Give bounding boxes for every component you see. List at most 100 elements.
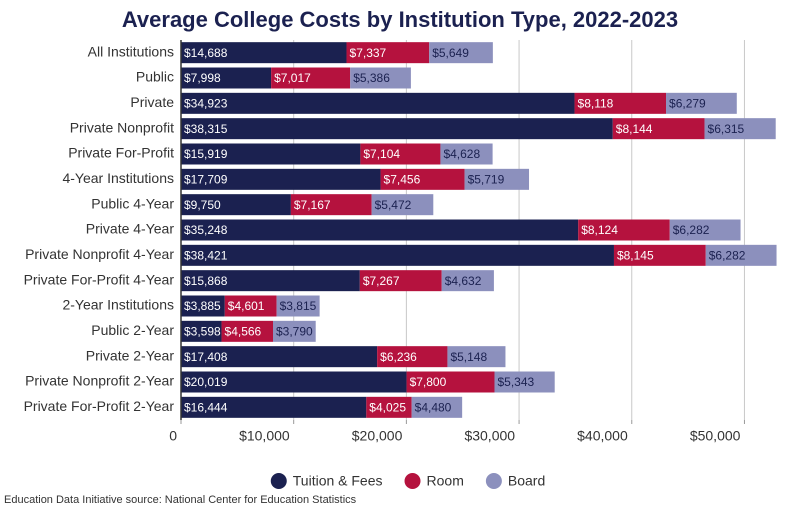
bar-segment (181, 92, 575, 114)
value-label: $7,104 (363, 147, 400, 161)
value-label: $15,868 (184, 274, 228, 288)
bar-segment (440, 143, 493, 165)
category-label: Private For-Profit 4-Year (24, 271, 175, 287)
bar-segment (377, 346, 448, 368)
value-label: $8,124 (581, 223, 618, 237)
value-label: $35,248 (184, 223, 228, 237)
category-label: Public 2-Year (91, 322, 174, 338)
bar-segment (181, 371, 407, 393)
bar-segment (447, 346, 506, 368)
value-label: $4,025 (369, 401, 406, 415)
legend-label: Board (508, 473, 545, 489)
value-label: $7,998 (184, 71, 221, 85)
value-label: $14,688 (184, 46, 228, 60)
value-label: $7,800 (410, 375, 447, 389)
bar-segment (276, 295, 320, 317)
value-label: $6,279 (669, 97, 706, 111)
bar-segment (181, 168, 381, 190)
value-label: $3,598 (184, 325, 221, 339)
value-label: $5,649 (432, 46, 469, 60)
bar-segment (181, 270, 360, 292)
bar-segment (359, 270, 442, 292)
bar-segment (346, 42, 430, 64)
category-label: Public 4-Year (91, 195, 174, 211)
value-label: $4,566 (225, 325, 262, 339)
legend-swatch (404, 473, 421, 489)
bar-segment (380, 168, 465, 190)
value-label: $6,282 (709, 249, 746, 263)
value-label: $4,628 (443, 147, 480, 161)
category-label: 2-Year Institutions (62, 297, 174, 313)
value-label: $34,923 (184, 97, 228, 111)
x-tick-label: $50,000 (690, 428, 741, 444)
value-label: $6,236 (380, 350, 417, 364)
bar-segment (406, 371, 495, 393)
bar-segment (574, 92, 667, 114)
value-label: $4,632 (445, 274, 482, 288)
x-tick-label: $40,000 (577, 428, 628, 444)
source-note: Education Data Initiative source: Nation… (4, 494, 357, 506)
bar-segment (494, 371, 555, 393)
category-label: Private For-Profit 2-Year (24, 398, 175, 414)
x-tick-label: $20,000 (352, 428, 403, 444)
value-label: $17,408 (184, 350, 228, 364)
bar-segment (666, 92, 737, 114)
category-label: Private Nonprofit (70, 119, 174, 135)
bar-segment (411, 396, 463, 418)
bar-segment (181, 346, 378, 368)
legend-label: Tuition & Fees (293, 473, 383, 489)
bar-segment (669, 219, 741, 241)
bar-segment (272, 320, 316, 342)
value-label: $3,815 (280, 299, 317, 313)
x-tick-label: $30,000 (464, 428, 515, 444)
bar-segment (429, 42, 493, 64)
value-label: $3,885 (184, 299, 221, 313)
category-label: Private For-Profit (68, 145, 174, 161)
bar-segment (464, 168, 530, 190)
bar-segment (360, 143, 441, 165)
category-label: Private 2-Year (86, 347, 175, 363)
bar-segment (578, 219, 670, 241)
bar-segment (371, 194, 434, 216)
value-label: $38,421 (184, 249, 228, 263)
value-label: $5,343 (497, 375, 534, 389)
bar-segment (612, 118, 705, 140)
bar-segment (613, 244, 706, 266)
value-label: $7,267 (363, 274, 400, 288)
bar-segment (350, 67, 411, 89)
bar-segment (181, 219, 579, 241)
category-label: Private 4-Year (86, 221, 175, 237)
value-label: $6,282 (673, 223, 710, 237)
category-label: Private Nonprofit 4-Year (25, 246, 174, 262)
value-label: $9,750 (184, 198, 221, 212)
x-tick-label: $10,000 (239, 428, 290, 444)
bar-segment (221, 320, 273, 342)
value-label: $8,144 (616, 122, 653, 136)
bar-segment (271, 67, 351, 89)
value-label: $7,167 (294, 198, 331, 212)
value-label: $6,315 (708, 122, 745, 136)
category-label: Public (136, 69, 174, 85)
category-label: 4-Year Institutions (62, 170, 174, 186)
value-label: $7,017 (274, 71, 311, 85)
chart-title: Average College Costs by Institution Typ… (122, 7, 678, 32)
value-label: $4,601 (228, 299, 265, 313)
value-label: $7,337 (350, 46, 387, 60)
bar-segment (181, 295, 225, 317)
category-label: Private (130, 94, 174, 110)
value-label: $5,719 (468, 173, 505, 187)
value-label: $17,709 (184, 173, 228, 187)
legend-swatch (270, 473, 287, 489)
value-label: $15,919 (184, 147, 228, 161)
bar-segment (181, 244, 614, 266)
legend-label: Room (427, 473, 464, 489)
value-label: $8,145 (617, 249, 654, 263)
bar-segment (704, 118, 776, 140)
bar-segment (224, 295, 277, 317)
bar-segment (181, 67, 272, 89)
category-label: All Institutions (88, 43, 174, 59)
value-label: $7,456 (384, 173, 421, 187)
legend-swatch (485, 473, 502, 489)
